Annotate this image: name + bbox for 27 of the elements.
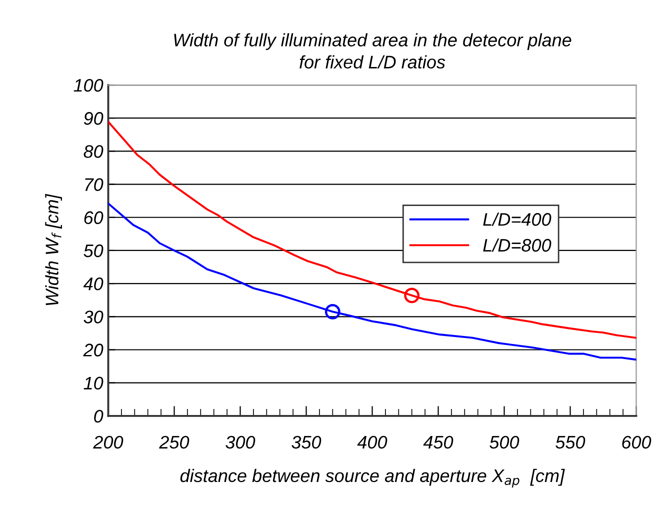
x-tick-label: 450 bbox=[423, 436, 454, 449]
x-tick-label: 250 bbox=[159, 436, 190, 449]
x-tick-label: 350 bbox=[292, 436, 322, 449]
x-tick-label: 550 bbox=[556, 436, 586, 449]
y-tick-label: 20 bbox=[83, 344, 104, 356]
legend-label: L/D=800 bbox=[483, 238, 552, 252]
x-tick-label: 500 bbox=[490, 436, 520, 449]
legend-label: L/D=400 bbox=[483, 212, 552, 226]
y-tick-label: 100 bbox=[74, 78, 104, 92]
x-tick-label: 200 bbox=[93, 436, 124, 449]
line-series bbox=[108, 202, 636, 361]
x-tick-label: 400 bbox=[357, 436, 388, 449]
chart-title: Width of fully illuminated area in the detecor plane for fixed L/D ratios bbox=[174, 33, 572, 69]
y-tick-label: 80 bbox=[84, 145, 104, 158]
y-tick-label: 10 bbox=[84, 376, 104, 390]
y-tick-label: 30 bbox=[84, 310, 104, 324]
y-axis-title: Width W$_{f}$ [cm] bbox=[45, 194, 62, 306]
line-series bbox=[108, 120, 636, 339]
y-tick-label: 70 bbox=[85, 178, 104, 192]
y-tick-label: 90 bbox=[84, 112, 104, 125]
x-tick-label: 600 bbox=[622, 436, 652, 449]
y-tick-label: 40 bbox=[83, 277, 104, 290]
y-tick-label: 60 bbox=[84, 211, 104, 224]
y-tick-label: 50 bbox=[84, 244, 104, 258]
x-tick-label: 300 bbox=[226, 436, 256, 449]
y-tick-label: 0 bbox=[94, 410, 104, 423]
x-axis-title: distance between source and aperture X$_{ap}$ [cm] bbox=[180, 468, 565, 488]
